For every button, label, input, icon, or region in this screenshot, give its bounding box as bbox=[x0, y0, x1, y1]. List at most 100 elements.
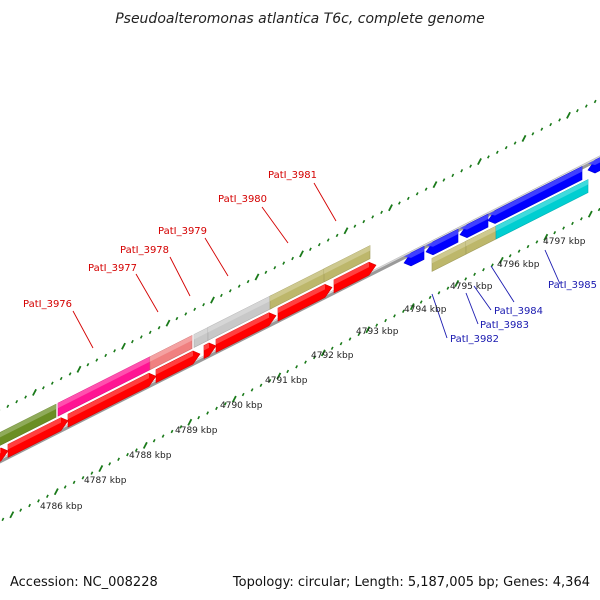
outer-tick bbox=[380, 210, 384, 215]
gene-red-4 bbox=[155, 350, 201, 384]
outer-tick bbox=[343, 227, 349, 235]
inner-tick bbox=[72, 480, 76, 485]
gene-label-patl-3978[interactable]: PatI_3978 bbox=[120, 245, 169, 256]
gene-label-patl-3983[interactable]: PatI_3983 bbox=[480, 320, 529, 331]
gene-khaki-patl-3980-shine bbox=[270, 263, 334, 302]
inner-tick bbox=[553, 230, 557, 235]
inner-tick bbox=[197, 415, 201, 420]
inner-tick bbox=[339, 341, 343, 346]
inner-tick bbox=[142, 441, 148, 449]
inner-tick bbox=[508, 254, 512, 258]
outer-tick bbox=[165, 319, 171, 327]
inner-tick bbox=[295, 365, 299, 369]
gene-red-1 bbox=[0, 447, 9, 462]
inner-tick bbox=[454, 280, 460, 288]
gene-blue-3 bbox=[487, 166, 583, 224]
outer-tick bbox=[291, 256, 295, 261]
leader-red-4 bbox=[261, 206, 289, 244]
outer-tick bbox=[59, 376, 63, 381]
leader-red-2 bbox=[169, 256, 191, 297]
inner-tick bbox=[401, 309, 405, 313]
inner-tick bbox=[490, 263, 494, 267]
inner-tick bbox=[365, 326, 371, 334]
outer-tick bbox=[113, 349, 117, 353]
accession-text: Accession: NC_008228 bbox=[10, 575, 158, 590]
gene-olive-shine bbox=[0, 404, 56, 438]
outer-tick bbox=[246, 279, 250, 284]
inner-tick bbox=[259, 383, 263, 387]
gene-label-patl-3979[interactable]: PatI_3979 bbox=[158, 226, 207, 237]
outer-tick bbox=[308, 247, 312, 251]
inner-tick bbox=[498, 256, 504, 264]
inner-tick bbox=[276, 372, 282, 380]
outer-tick bbox=[86, 363, 90, 367]
outer-tick bbox=[121, 342, 126, 350]
inner-tick bbox=[473, 272, 477, 276]
gene-red-1-body bbox=[0, 447, 9, 462]
inner-tick bbox=[63, 485, 67, 489]
gene-label-patl-3977[interactable]: PatI_3977 bbox=[88, 263, 137, 274]
gene-label-patl-3980[interactable]: PatI_3980 bbox=[218, 194, 267, 205]
inner-tick bbox=[152, 439, 156, 443]
outer-tick bbox=[193, 307, 197, 311]
gene-cyan-patl-3985 bbox=[495, 179, 589, 240]
outer-tick bbox=[432, 181, 438, 189]
inner-tick-track bbox=[1, 207, 600, 522]
outer-tick bbox=[531, 132, 535, 136]
gene-label-patl-3982[interactable]: PatI_3982 bbox=[450, 334, 499, 345]
inner-tick bbox=[19, 508, 23, 512]
outer-tick bbox=[148, 330, 152, 335]
gene-red-6-shine bbox=[216, 312, 269, 345]
outer-tick bbox=[130, 339, 134, 344]
outer-tick bbox=[76, 365, 82, 373]
outer-tick bbox=[202, 302, 206, 307]
leader-red-1 bbox=[135, 273, 159, 313]
outer-tick bbox=[451, 173, 455, 178]
outer-tick bbox=[15, 399, 19, 404]
inner-tick bbox=[375, 323, 379, 327]
inner-tick bbox=[571, 221, 574, 226]
outer-tick-track bbox=[0, 99, 597, 411]
gene-red-7 bbox=[277, 284, 333, 322]
gene-red-3 bbox=[67, 372, 157, 428]
gene-label-patl-3981[interactable]: PatI_3981 bbox=[268, 170, 317, 181]
inner-tick bbox=[535, 240, 539, 244]
outer-tick bbox=[41, 386, 45, 390]
gene-khaki-patl-3981 bbox=[323, 245, 371, 283]
gene-label-patl-3976[interactable]: PatI_3976 bbox=[23, 299, 72, 310]
scale-label-4789: 4789 kbp bbox=[175, 426, 218, 436]
outer-tick bbox=[549, 122, 553, 127]
inner-tick bbox=[579, 217, 583, 221]
outer-tick bbox=[335, 233, 339, 238]
gene-red-7-body bbox=[277, 284, 333, 322]
gene-blue-3-shine bbox=[488, 166, 582, 216]
outer-tick bbox=[442, 178, 446, 182]
gene-label-patl-3985[interactable]: PatI_3985 bbox=[548, 280, 597, 291]
inner-tick bbox=[223, 402, 227, 406]
outer-tick bbox=[575, 109, 579, 113]
leader-red-5 bbox=[313, 182, 337, 222]
inner-tick bbox=[393, 314, 396, 318]
gene-blue-patl-3983-shine bbox=[426, 229, 458, 247]
inner-tick bbox=[134, 448, 138, 452]
outer-tick bbox=[558, 118, 562, 122]
outer-tick bbox=[32, 388, 37, 396]
outer-tick bbox=[282, 261, 286, 265]
gene-labels-reverse: PatI_3982 PatI_3983 PatI_3984 PatI_3985 bbox=[450, 280, 597, 345]
gene-gray-patl-3978-shine bbox=[194, 327, 208, 340]
scale-label-4797: 4797 kbp bbox=[543, 237, 586, 247]
gene-magenta-patl-3976-shine bbox=[58, 356, 150, 409]
inner-tick bbox=[587, 210, 593, 218]
inner-tick bbox=[179, 425, 183, 429]
inner-tick bbox=[517, 249, 521, 253]
outer-tick bbox=[184, 312, 188, 316]
outer-tick bbox=[326, 238, 330, 242]
outer-tick bbox=[513, 141, 517, 145]
gene-blue-patl-3983 bbox=[425, 228, 459, 256]
gene-red-6-body bbox=[215, 312, 277, 353]
gene-label-patl-3984[interactable]: PatI_3984 bbox=[494, 306, 543, 317]
outer-tick bbox=[388, 204, 393, 212]
outer-tick bbox=[254, 273, 260, 281]
inner-tick bbox=[37, 499, 40, 503]
